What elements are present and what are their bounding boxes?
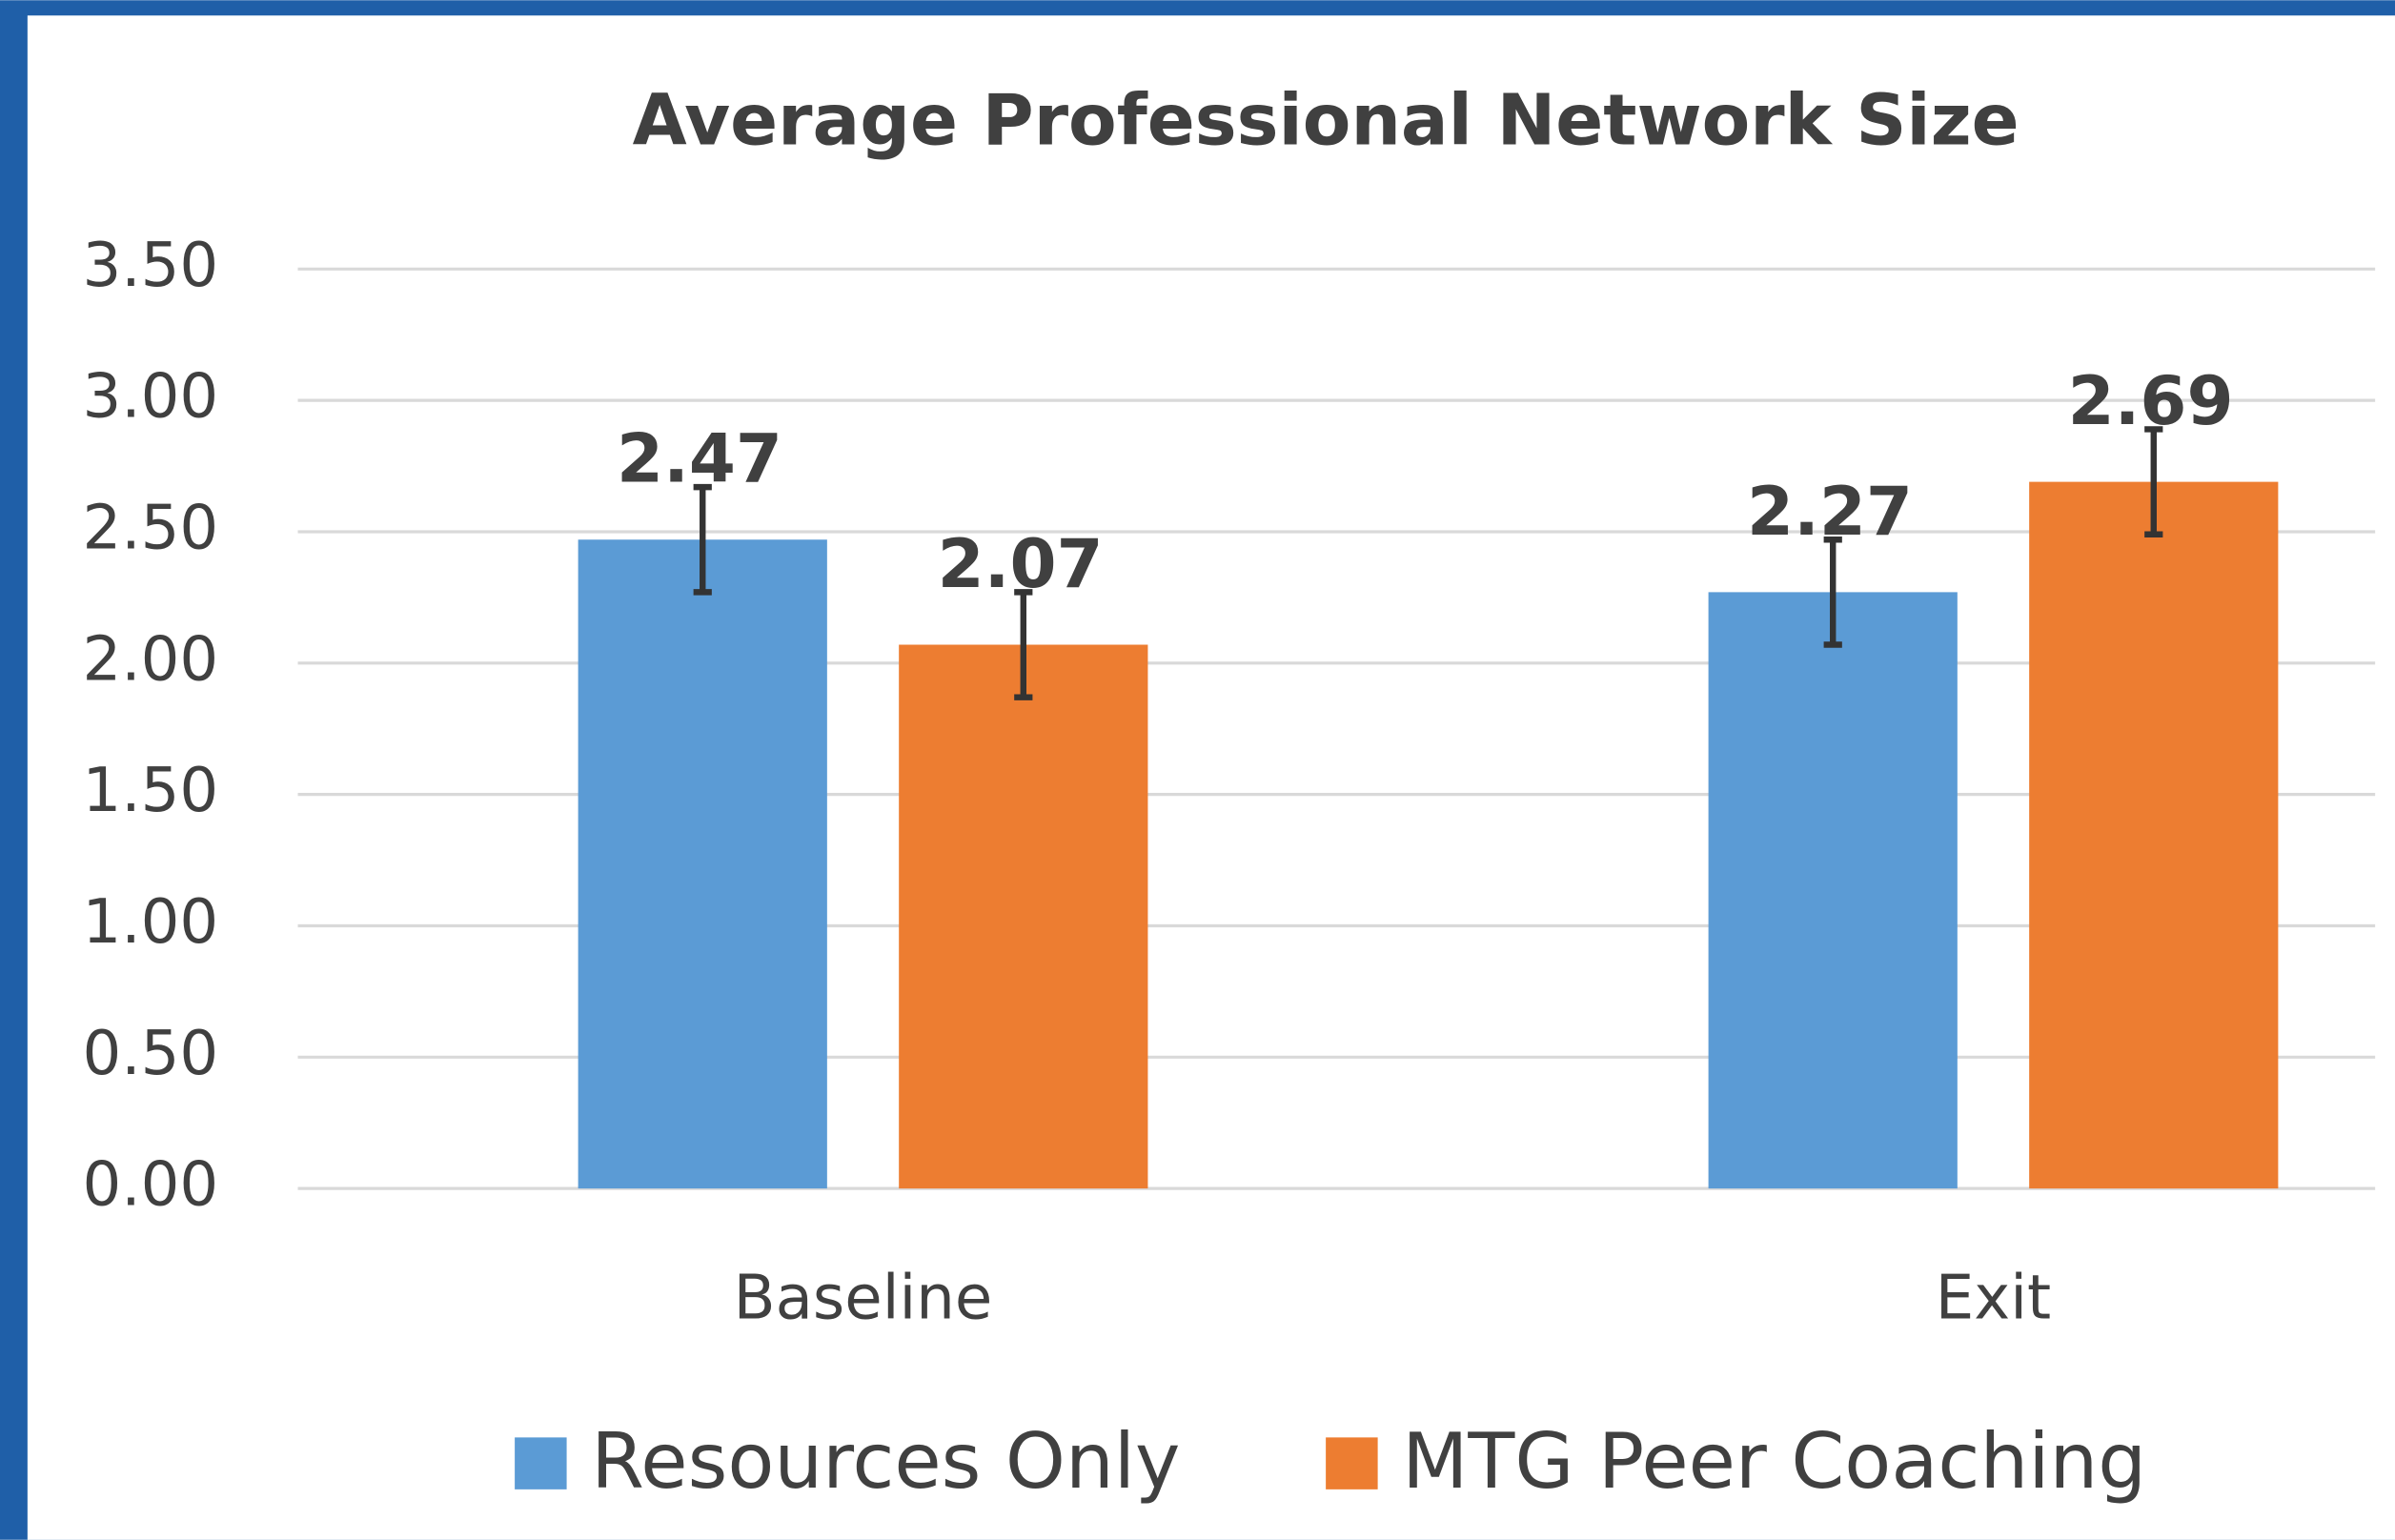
bar <box>899 644 1148 1189</box>
chart-title: Average Professional Network Size <box>633 81 2020 162</box>
legend-label: Resources Only <box>591 1417 1180 1506</box>
x-tick-label: Exit <box>1936 1263 2051 1333</box>
y-tick-label: 3.00 <box>82 362 218 433</box>
data-label: 2.07 <box>938 525 1104 603</box>
y-tick-label: 3.50 <box>82 231 218 301</box>
legend-label: MTG Peer Coaching <box>1402 1417 2146 1506</box>
x-tick-label: Baseline <box>734 1263 993 1333</box>
y-tick-label: 0.00 <box>82 1150 218 1221</box>
y-tick-label: 2.00 <box>82 624 218 695</box>
bar <box>578 539 827 1189</box>
legend-swatch <box>515 1437 567 1489</box>
y-tick-label: 1.50 <box>82 756 218 826</box>
data-label: 2.69 <box>2068 362 2234 440</box>
legend-swatch <box>1326 1437 1378 1489</box>
bar <box>1708 592 1958 1189</box>
y-tick-label: 0.50 <box>82 1019 218 1089</box>
y-tick-label: 1.00 <box>82 887 218 958</box>
y-tick-label: 2.50 <box>82 494 218 564</box>
data-label: 2.47 <box>617 420 782 498</box>
data-label: 2.27 <box>1747 473 1913 551</box>
bar <box>2029 481 2279 1189</box>
